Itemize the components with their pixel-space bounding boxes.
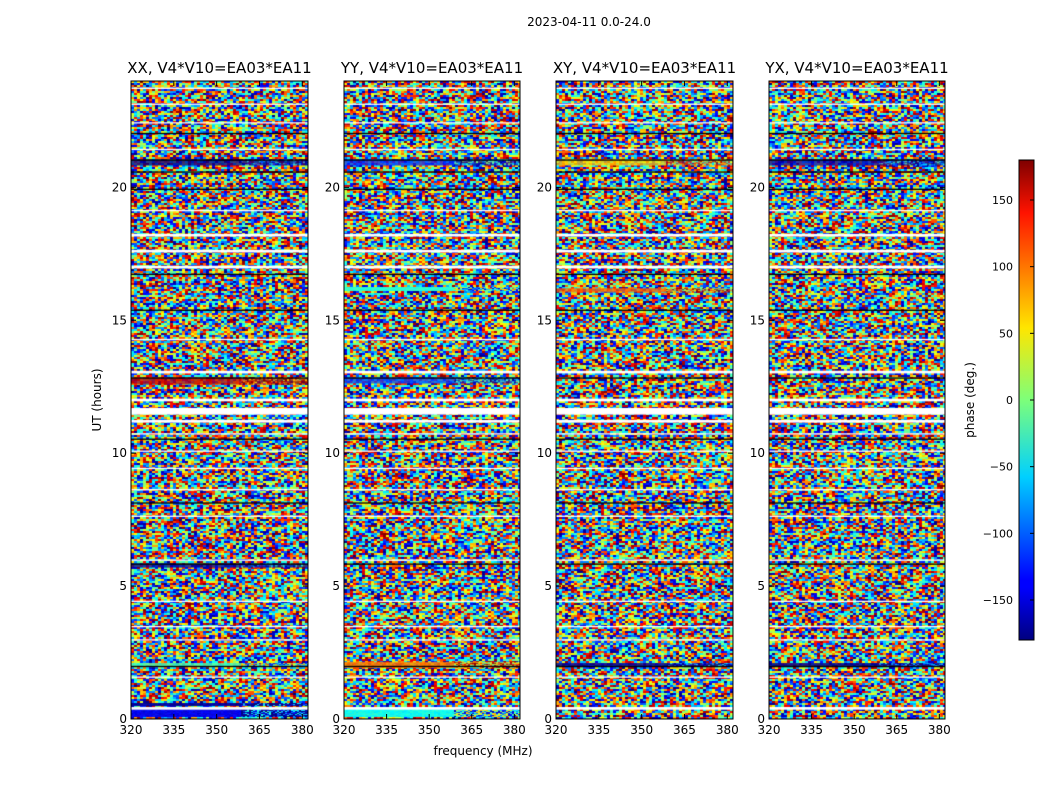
x-tick-label: 335 <box>162 723 185 737</box>
x-tick-label: 320 <box>120 723 143 737</box>
y-tick-label: 5 <box>332 579 340 593</box>
heatmap-image <box>769 81 945 719</box>
colorbar-tick-label: 50 <box>999 327 1013 340</box>
heatmap-image <box>131 81 308 719</box>
panel-xx: XX, V4*V10=EA03*EA11 320 335 350 365 380 0 5 1… <box>112 59 314 737</box>
panel-image <box>131 81 308 719</box>
panel-title: XX, V4*V10=EA03*EA11 <box>127 59 311 77</box>
x-tick-label: 335 <box>587 723 610 737</box>
x-tick-label: 335 <box>375 723 398 737</box>
suptitle: 2023-04-11 0.0-24.0 <box>527 15 651 29</box>
y-tick-label: 15 <box>750 313 765 327</box>
x-tick-label: 320 <box>758 723 781 737</box>
y-tick-label: 0 <box>757 712 765 726</box>
x-tick-label: 335 <box>800 723 823 737</box>
x-tick-label: 320 <box>545 723 568 737</box>
x-axis-label: frequency (MHz) <box>433 744 532 758</box>
y-tick-label: 0 <box>119 712 127 726</box>
x-tick-label: 350 <box>630 723 653 737</box>
panel-image <box>556 81 733 719</box>
x-tick-label: 350 <box>205 723 228 737</box>
panel-frame <box>130 80 309 720</box>
colorbar-tick-label: −100 <box>983 527 1013 540</box>
x-tick-label: 380 <box>716 723 739 737</box>
panel-yy: YY, V4*V10=EA03*EA11 320 335 350 365 380 0 5 1… <box>325 59 526 737</box>
y-tick-label: 5 <box>119 579 127 593</box>
x-tick-label: 380 <box>503 723 526 737</box>
x-tick-label: 350 <box>418 723 441 737</box>
x-tick-label: 365 <box>248 723 271 737</box>
panel-image <box>344 81 520 719</box>
colorbar-label: phase (deg.) <box>963 362 977 438</box>
heatmap-image <box>344 81 520 719</box>
colorbar-tick-label: −50 <box>990 461 1013 474</box>
x-tick-label: 380 <box>291 723 314 737</box>
x-tick-label: 350 <box>843 723 866 737</box>
y-tick-label: 10 <box>325 446 340 460</box>
colorbar-tick-label: 100 <box>992 261 1013 274</box>
y-tick-label: 10 <box>537 446 552 460</box>
x-tick-label: 380 <box>928 723 951 737</box>
colorbar-tick-label: −150 <box>983 594 1013 607</box>
y-tick-labels: 0 5 10 15 20 <box>537 180 733 726</box>
y-tick-labels: 0 5 10 15 20 <box>750 180 945 726</box>
panel-title: XY, V4*V10=EA03*EA11 <box>553 59 736 77</box>
y-tick-label: 15 <box>325 313 340 327</box>
y-tick-labels: 0 5 10 15 20 <box>112 180 308 726</box>
colorbar-tick-label: 150 <box>992 194 1013 207</box>
panel-yx: YX, V4*V10=EA03*EA11 320 335 350 365 380 0 5 1… <box>750 59 951 737</box>
panel-frame <box>768 80 946 720</box>
panel-title: YY, V4*V10=EA03*EA11 <box>340 59 523 77</box>
colorbar-ticks: 150 100 50 0 −50 −100 −150 <box>983 194 1034 607</box>
x-tick-labels: 320 335 350 365 380 <box>545 81 739 737</box>
x-tick-label: 365 <box>885 723 908 737</box>
x-tick-labels: 320 335 350 365 380 <box>120 81 314 737</box>
x-tick-label: 365 <box>460 723 483 737</box>
heatmap-image <box>556 81 733 719</box>
y-tick-labels: 0 5 10 15 20 <box>325 180 520 726</box>
y-tick-label: 5 <box>757 579 765 593</box>
colorbar: 150 100 50 0 −50 −100 −150 phase (deg.) <box>963 159 1035 641</box>
y-tick-label: 20 <box>112 180 127 194</box>
y-tick-label: 15 <box>537 313 552 327</box>
panel-frame <box>343 80 521 720</box>
y-tick-label: 5 <box>544 579 552 593</box>
y-tick-label: 15 <box>112 313 127 327</box>
x-tick-label: 320 <box>333 723 356 737</box>
colorbar-tick-label: 0 <box>1006 394 1013 407</box>
panel-image <box>769 81 945 719</box>
y-tick-label: 0 <box>332 712 340 726</box>
y-tick-label: 10 <box>750 446 765 460</box>
panel-frame <box>555 80 734 720</box>
y-axis-label: UT (hours) <box>90 368 104 431</box>
y-tick-label: 20 <box>750 180 765 194</box>
y-tick-label: 20 <box>537 180 552 194</box>
x-tick-labels: 320 335 350 365 380 <box>333 81 526 737</box>
panel-title: YX, V4*V10=EA03*EA11 <box>764 59 948 77</box>
y-tick-label: 0 <box>544 712 552 726</box>
x-tick-label: 365 <box>673 723 696 737</box>
y-tick-label: 20 <box>325 180 340 194</box>
x-tick-labels: 320 335 350 365 380 <box>758 81 951 737</box>
y-tick-label: 10 <box>112 446 127 460</box>
panel-xy: XY, V4*V10=EA03*EA11 320 335 350 365 380 0 5 1… <box>537 59 739 737</box>
